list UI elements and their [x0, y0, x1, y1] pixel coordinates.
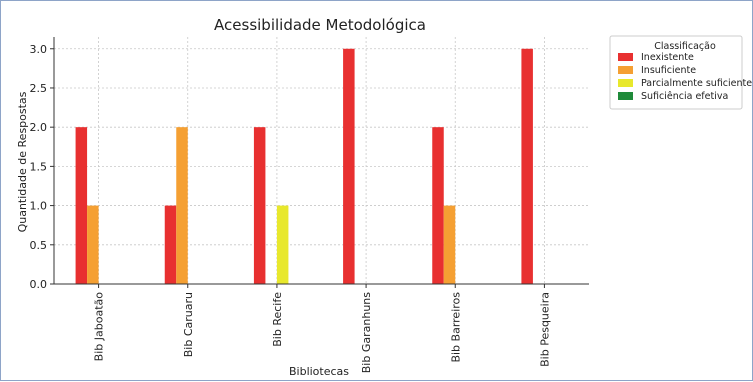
y-tick-label: 1.5	[30, 160, 48, 173]
y-axis-label: Quantidade de Respostas	[16, 91, 29, 232]
x-tick-label: Bib Garanhuns	[360, 292, 373, 373]
legend-label: Insuficiente	[641, 65, 696, 76]
y-tick-label: 3.0	[30, 43, 48, 56]
grid-lines	[54, 37, 589, 285]
bars	[75, 48, 533, 285]
x-axis-label: Bibliotecas	[289, 365, 349, 378]
bar	[75, 127, 88, 284]
bar	[432, 127, 444, 284]
bar	[343, 48, 355, 285]
bar	[276, 205, 289, 284]
legend-title: Classificação	[654, 41, 716, 52]
chart-title: Acessibilidade Metodológica	[214, 16, 426, 34]
bar	[443, 205, 456, 284]
legend-swatch	[618, 79, 633, 87]
x-tick-label: Bib Jaboatão	[93, 292, 106, 362]
legend-label: Suficiência efetiva	[641, 91, 728, 102]
bar	[521, 48, 533, 285]
legend-swatch	[618, 66, 633, 74]
legend-label: Inexistente	[641, 52, 694, 63]
bar	[87, 205, 99, 284]
legend-box	[609, 35, 743, 110]
y-axis-ticks: 0.0 0.5 1.0 1.5 2.0 2.5 3.0	[30, 43, 54, 291]
axes	[53, 37, 589, 285]
bar	[164, 205, 177, 284]
legend-swatch	[618, 53, 633, 61]
bar	[176, 127, 188, 284]
legend-label: Parcialmente suficiente	[641, 78, 752, 89]
x-tick-label: Bib Barreiros	[449, 292, 462, 363]
y-tick-label: 1.0	[30, 200, 48, 213]
x-axis-ticks: Bib Jaboatão Bib Caruaru Bib Recife Bib Gar…	[93, 284, 551, 373]
legend: Classificação Inexistente Insuficiente Par…	[609, 35, 752, 110]
y-tick-label: 0.5	[30, 239, 48, 252]
x-tick-label: Bib Caruaru	[182, 292, 195, 357]
x-tick-label: Bib Pesqueira	[538, 292, 551, 367]
bar	[253, 127, 266, 284]
y-tick-label: 2.0	[30, 121, 48, 134]
legend-swatch	[618, 92, 633, 100]
y-tick-label: 0.0	[30, 278, 48, 291]
y-tick-label: 2.5	[30, 82, 48, 95]
x-tick-label: Bib Recife	[271, 292, 284, 347]
